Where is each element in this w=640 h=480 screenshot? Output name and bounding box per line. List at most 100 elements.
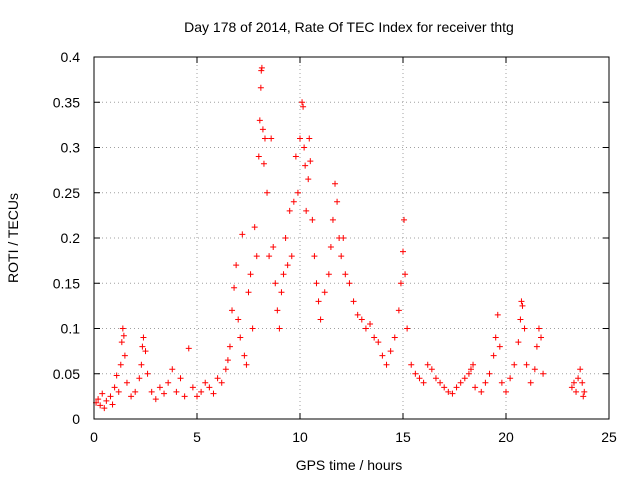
data-point [224, 357, 231, 364]
data-point [432, 375, 439, 382]
y-tick-label: 0.4 [61, 49, 81, 65]
data-point [416, 375, 423, 382]
data-point [321, 289, 328, 296]
data-point [519, 302, 526, 309]
data-point [303, 207, 310, 214]
data-point [181, 393, 188, 400]
data-point [580, 393, 587, 400]
data-point [249, 325, 256, 332]
data-point [540, 370, 547, 377]
data-point [185, 345, 192, 352]
data-point [233, 262, 240, 269]
data-point [346, 280, 353, 287]
data-point [379, 352, 386, 359]
data-point [136, 375, 143, 382]
data-point [138, 361, 145, 368]
data-point [142, 348, 149, 355]
data-point [420, 379, 427, 386]
data-points [93, 64, 588, 412]
data-point [437, 379, 444, 386]
data-point [503, 388, 509, 395]
data-point [309, 216, 316, 223]
data-point [274, 307, 281, 314]
data-point [266, 253, 273, 260]
data-point [260, 160, 267, 167]
data-point [400, 248, 406, 255]
data-point [99, 390, 106, 397]
data-point [478, 388, 485, 395]
data-point [533, 343, 540, 350]
data-point [340, 235, 347, 241]
data-point [305, 176, 312, 183]
data-point [109, 401, 116, 408]
data-point [299, 99, 306, 106]
data-point [306, 135, 313, 142]
y-tick-label: 0.25 [53, 185, 80, 201]
data-point [354, 311, 361, 318]
plot-frame [93, 56, 610, 420]
x-tick-label: 10 [292, 429, 308, 445]
data-point [307, 158, 314, 165]
data-point [103, 397, 110, 404]
x-axis-label: GPS time / hours [296, 457, 403, 473]
data-point [472, 384, 479, 391]
data-point [123, 379, 130, 386]
data-point [156, 384, 163, 391]
data-point [334, 198, 341, 205]
data-point [218, 379, 225, 386]
y-tick-label: 0 [72, 411, 80, 427]
chart-title: Day 178 of 2014, Rate Of TEC Index for r… [184, 19, 514, 35]
data-point [350, 298, 357, 305]
data-point [288, 253, 295, 260]
data-point [301, 144, 308, 151]
data-point [222, 366, 229, 373]
data-point [424, 361, 431, 368]
data-point [120, 332, 127, 339]
data-point [152, 396, 159, 403]
data-point [144, 370, 151, 377]
data-point [517, 316, 524, 323]
data-point [202, 379, 209, 386]
y-axis-label: ROTI / TECUs [5, 193, 21, 283]
y-tick-label: 0.2 [61, 230, 81, 246]
x-tick-label: 15 [395, 429, 411, 445]
data-point [573, 388, 580, 395]
data-point [282, 235, 289, 241]
y-tick-label: 0.3 [61, 140, 81, 156]
y-tick-label: 0.1 [61, 321, 81, 337]
data-point [342, 271, 349, 278]
data-point [570, 379, 577, 386]
data-point [198, 388, 205, 395]
data-point [259, 126, 266, 133]
data-point [290, 198, 297, 205]
data-point [101, 405, 108, 412]
data-point [401, 216, 408, 223]
data-point [412, 370, 419, 377]
data-point [329, 216, 336, 223]
data-point [395, 307, 402, 314]
data-point [445, 388, 452, 395]
data-point [402, 271, 409, 278]
data-point [538, 334, 545, 341]
axis-tick-labels: 0 5 10 15 20 25 0 0.05 0.1 0.15 0.2 0.25 0.3 0.35 0.4 [53, 49, 617, 445]
data-point [441, 384, 448, 391]
data-point [313, 280, 320, 287]
data-point [332, 180, 339, 187]
axis-ticks [93, 56, 610, 420]
data-point [428, 366, 435, 373]
data-point [117, 361, 124, 368]
data-point [239, 231, 246, 238]
data-point [465, 370, 472, 377]
data-point [115, 388, 122, 395]
data-point [231, 284, 238, 291]
data-point [315, 298, 322, 305]
y-tick-label: 0.05 [53, 366, 80, 382]
data-point [486, 370, 493, 377]
data-point [251, 224, 258, 231]
data-point [226, 343, 233, 350]
data-point [527, 379, 534, 386]
data-point [492, 334, 499, 341]
data-point [387, 348, 394, 355]
data-point [511, 361, 518, 368]
